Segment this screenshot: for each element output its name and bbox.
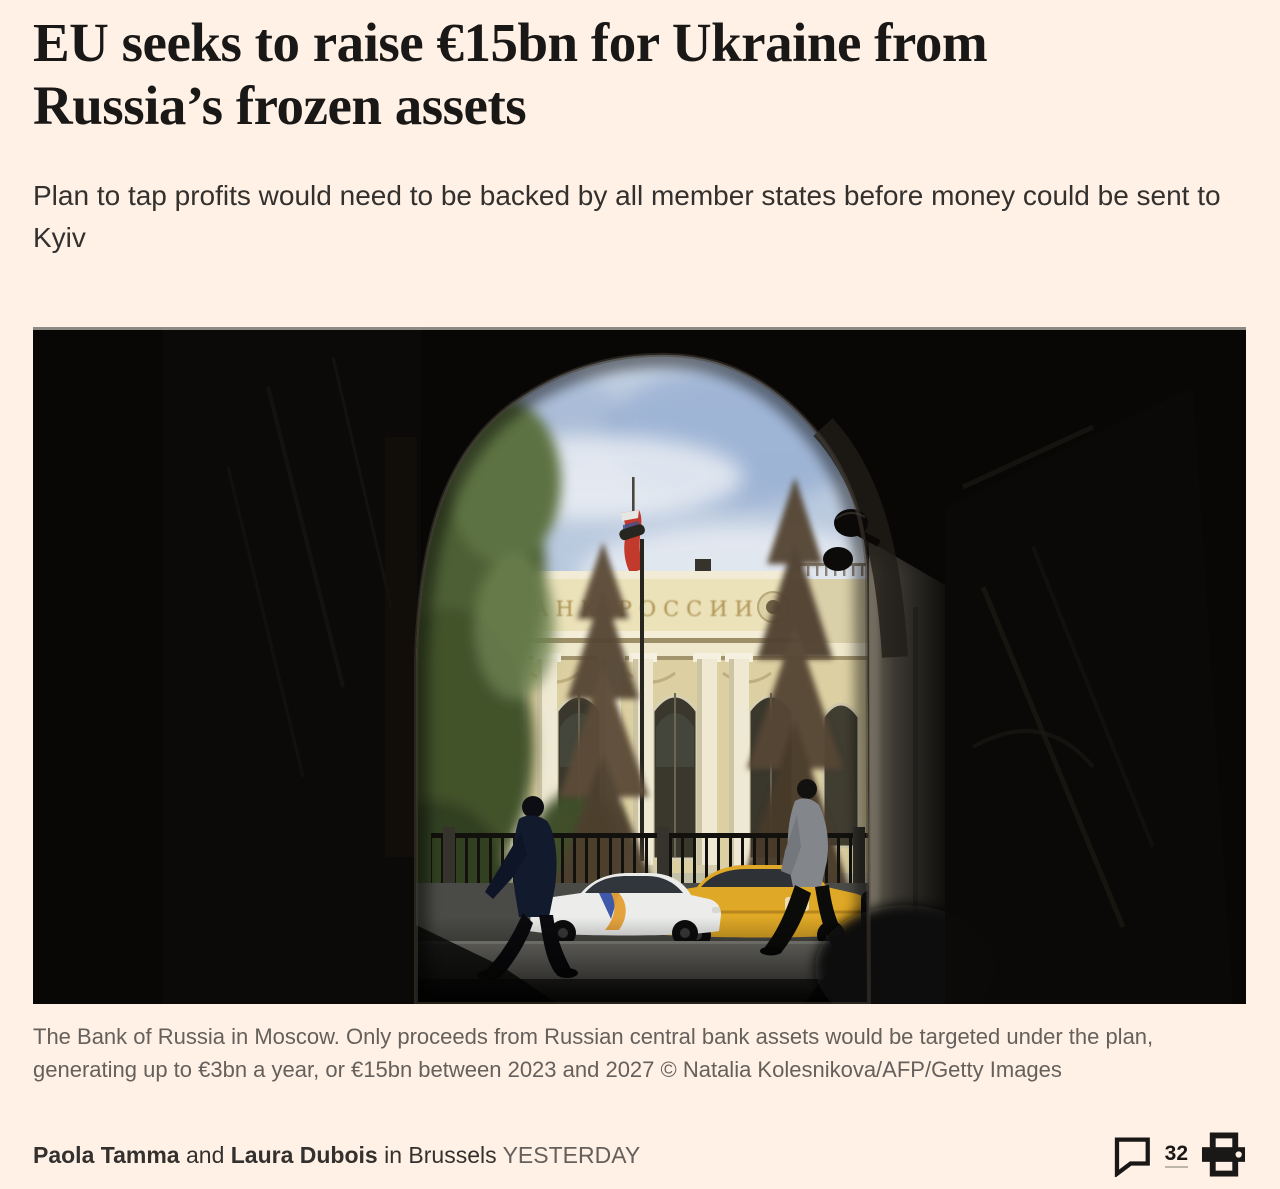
image-caption: The Bank of Russia in Moscow. Only proce… xyxy=(33,1024,1154,1083)
print-button[interactable] xyxy=(1201,1132,1246,1178)
page-title: EU seeks to raise €15bn for Ukraine from… xyxy=(33,12,988,136)
left-gate-texture xyxy=(163,327,421,1005)
photo-top-highlight xyxy=(33,327,1246,331)
byline-location: in Brussels xyxy=(377,1141,503,1168)
printer-icon xyxy=(1201,1132,1246,1177)
speech-bubble-icon xyxy=(1114,1137,1150,1178)
byline-conjunction: and xyxy=(179,1141,231,1168)
pedestrian-right xyxy=(760,779,853,956)
standfirst: Plan to tap profits would need to be bac… xyxy=(33,180,1221,254)
comments-button[interactable] xyxy=(1111,1133,1152,1178)
author-link-1[interactable]: Paola Tamma xyxy=(33,1141,180,1168)
author-link-2[interactable]: Laura Dubois xyxy=(230,1141,378,1168)
comments-count[interactable]: 32 xyxy=(1164,1142,1188,1169)
article-actions: 32 xyxy=(1111,1132,1246,1178)
byline: Paola Tamma and Laura Dubois in Brussels… xyxy=(33,1142,640,1169)
right-gate-texture xyxy=(945,387,1233,1005)
street-lamp xyxy=(619,524,645,862)
byline-timestamp: YESTERDAY xyxy=(502,1141,641,1168)
article-meta-row: Paola Tamma and Laura Dubois in Brussels… xyxy=(33,1132,1246,1178)
article-figure: БАНК РОССИИ xyxy=(33,327,1246,1086)
article-image: БАНК РОССИИ xyxy=(33,327,1246,1005)
